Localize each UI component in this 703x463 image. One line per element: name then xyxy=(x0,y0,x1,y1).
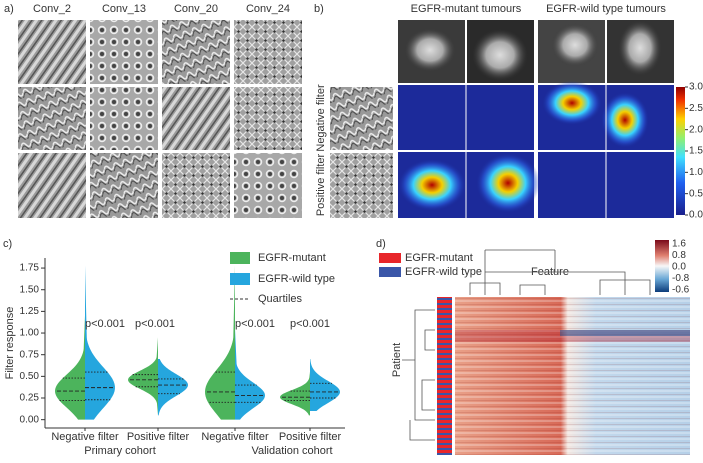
x-tick-label: Negative filter xyxy=(51,431,119,443)
annotation: p<0.001 xyxy=(290,318,330,330)
legend-label: EGFR-mutant xyxy=(258,252,326,264)
legend-label: Quartiles xyxy=(258,293,303,305)
colorbar-label: 2.5 xyxy=(689,103,703,114)
filter-grid xyxy=(18,20,302,218)
colorbar-label: 1.6 xyxy=(672,239,686,250)
heatmap xyxy=(437,297,690,455)
legend-label: EGFR-mutant xyxy=(405,252,473,264)
legend-swatch xyxy=(379,267,401,277)
group-label: Primary cohort xyxy=(84,445,156,457)
colorbar-label: 0.0 xyxy=(689,210,703,221)
colorbar-label: 0.8 xyxy=(672,250,686,261)
y-axis-title: Filter response xyxy=(4,307,16,380)
y-tick-label: 1.75 xyxy=(20,263,40,274)
group-title: EGFR-mutant tumours xyxy=(411,3,522,15)
activation-maps xyxy=(398,81,674,218)
dendrogram xyxy=(402,249,651,441)
violin-half xyxy=(85,265,115,420)
y-tick-label: 1.25 xyxy=(20,306,40,317)
colorbar-label: -0.8 xyxy=(672,273,690,284)
panel-label: d) xyxy=(376,238,386,250)
colorbar-label: 0.5 xyxy=(689,188,703,199)
y-tick-label: 1.50 xyxy=(20,284,40,295)
annotation: p<0.001 xyxy=(85,318,125,330)
y-tick-label: 0.00 xyxy=(20,414,40,425)
panel-label: b) xyxy=(314,3,324,15)
group-label: Validation cohort xyxy=(251,445,332,457)
panel-label: a) xyxy=(4,3,14,15)
violin-half xyxy=(235,328,265,420)
y-axis-title: Patient xyxy=(391,343,403,377)
colorbar-label: 3.0 xyxy=(689,82,703,93)
violin-half xyxy=(205,265,235,420)
y-tick-label: 0.50 xyxy=(20,371,40,382)
panel-label: c) xyxy=(3,238,12,250)
group-title: EGFR-wild type tumours xyxy=(546,3,666,15)
row-label: Negative filter xyxy=(315,84,327,152)
legend-swatch xyxy=(230,252,250,264)
annotation: p<0.001 xyxy=(135,318,175,330)
y-tick-label: 0.25 xyxy=(20,393,40,404)
colorbar-label: 1.0 xyxy=(689,167,703,178)
column-title: Conv_24 xyxy=(246,3,290,15)
legend-swatch xyxy=(379,253,401,263)
colorbar-label: 2.0 xyxy=(689,124,703,135)
column-title: Conv_20 xyxy=(174,3,218,15)
legend-label: EGFR-wild type xyxy=(258,273,335,285)
y-tick-label: 1.00 xyxy=(20,328,40,339)
ct-images xyxy=(398,20,674,83)
colorbar-label: 0.0 xyxy=(672,262,686,273)
row-label: Positive filter xyxy=(315,153,327,216)
violin-half xyxy=(158,359,188,416)
column-title: Conv_2 xyxy=(33,3,71,15)
violin-half xyxy=(128,337,158,416)
legend-label: EGFR-wild type xyxy=(405,266,482,278)
x-tick-label: Positive filter xyxy=(127,431,190,443)
violin-half xyxy=(55,315,85,420)
x-tick-label: Negative filter xyxy=(201,431,269,443)
annotation: p<0.001 xyxy=(235,318,275,330)
column-title: Conv_13 xyxy=(102,3,146,15)
violin-half xyxy=(310,359,340,412)
colorbar-label: -0.6 xyxy=(672,285,690,296)
filter-images xyxy=(330,87,393,218)
colorbar-label: 1.5 xyxy=(689,146,703,157)
y-tick-label: 0.75 xyxy=(20,349,40,360)
legend-swatch xyxy=(230,273,250,285)
colorbar xyxy=(655,240,669,292)
colorbar xyxy=(676,87,685,215)
violin-half xyxy=(280,372,310,416)
x-tick-label: Positive filter xyxy=(279,431,342,443)
